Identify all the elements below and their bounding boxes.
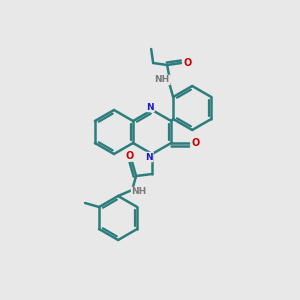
Text: N: N	[145, 152, 153, 161]
Text: N: N	[146, 103, 154, 112]
Text: NH: NH	[131, 188, 147, 196]
Text: NH: NH	[154, 76, 170, 85]
Text: O: O	[183, 58, 191, 68]
Text: O: O	[191, 138, 199, 148]
Text: O: O	[126, 151, 134, 161]
